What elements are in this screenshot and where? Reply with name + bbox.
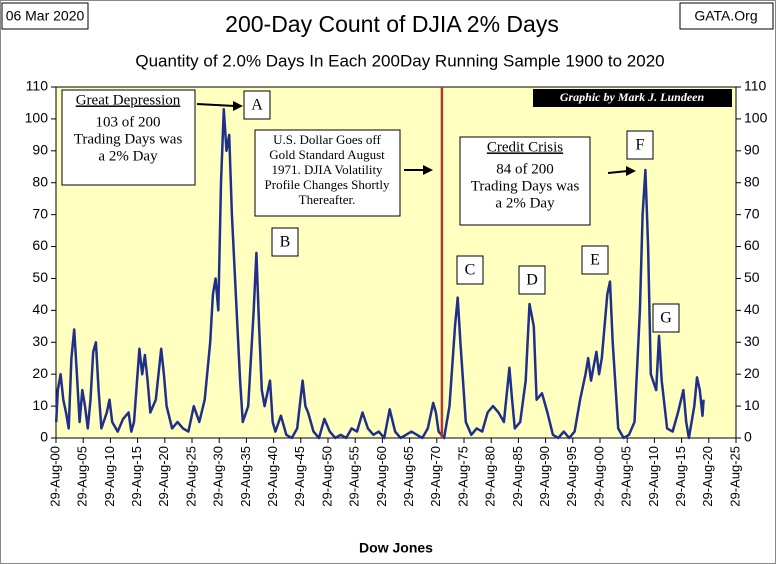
arrow-head bbox=[233, 101, 243, 111]
x-tick-label: 29-Aug-05 bbox=[75, 446, 90, 507]
chart-title: 200-Day Count of DJIA 2% Days bbox=[225, 11, 559, 37]
x-tick-label: 29-Aug-55 bbox=[347, 446, 362, 507]
x-tick-label: 29-Aug-20 bbox=[700, 446, 715, 507]
x-tick-label: 29-Aug-00 bbox=[591, 446, 606, 507]
chart-subtitle: Quantity of 2.0% Days In Each 200Day Run… bbox=[135, 51, 664, 70]
date-label: 06 Mar 2020 bbox=[6, 8, 85, 24]
annotation-line: Gold Standard August bbox=[269, 147, 385, 162]
date-box bbox=[1, 2, 89, 30]
x-tick-label: 29-Aug-60 bbox=[374, 446, 389, 507]
source-label: GATA.Org bbox=[694, 8, 757, 24]
letter-box bbox=[581, 245, 609, 275]
x-tick-label: 29-Aug-15 bbox=[673, 446, 688, 507]
letter-label: C bbox=[465, 262, 476, 279]
x-tick-label: 29-Aug-10 bbox=[102, 446, 117, 507]
annotation-line: 84 of 200 bbox=[496, 161, 554, 177]
annotation-box bbox=[254, 129, 401, 217]
x-tick-label: 29-Aug-25 bbox=[183, 446, 198, 507]
x-tick-label: 29-Aug-25 bbox=[727, 446, 742, 507]
letter-label: B bbox=[280, 234, 291, 251]
x-tick-label: 29-Aug-95 bbox=[564, 446, 579, 507]
x-tick-label: 29-Aug-00 bbox=[47, 446, 62, 507]
y2-tick-label: 0 bbox=[744, 429, 752, 445]
credit-label: Graphic by Mark J. Lundeen bbox=[560, 90, 705, 104]
source-box bbox=[679, 2, 774, 30]
annotation-line: Trading Days was bbox=[74, 131, 183, 147]
y2-tick-label: 110 bbox=[744, 78, 767, 94]
y-tick-label: 90 bbox=[32, 142, 48, 158]
y2-tick-label: 30 bbox=[744, 333, 760, 349]
arrow-shaft bbox=[607, 170, 629, 174]
y-tick-label: 40 bbox=[32, 301, 48, 317]
x-tick-label: 29-Aug-80 bbox=[483, 446, 498, 507]
x-tick-label: 29-Aug-10 bbox=[646, 446, 661, 507]
annotation-title: Credit Crisis bbox=[487, 139, 563, 155]
letter-box bbox=[652, 303, 680, 333]
series-line bbox=[54, 108, 705, 440]
y-tick-label: 80 bbox=[32, 173, 48, 189]
y-tick-label: 50 bbox=[32, 269, 48, 285]
x-tick-label: 29-Aug-65 bbox=[401, 446, 416, 507]
y2-tick-label: 10 bbox=[744, 397, 760, 413]
letter-label: G bbox=[660, 310, 672, 327]
x-axis-label: Dow Jones bbox=[359, 540, 433, 556]
annotation-line: Thereafter. bbox=[299, 192, 356, 207]
y-tick-label: 100 bbox=[25, 110, 49, 126]
x-tick-label: 29-Aug-90 bbox=[537, 446, 552, 507]
x-tick-label: 29-Aug-15 bbox=[129, 446, 144, 507]
credit-box bbox=[533, 89, 732, 107]
annotation-title: Great Depression bbox=[76, 92, 181, 108]
annotation-line: 1971. DJIA Volatility bbox=[271, 162, 383, 177]
arrow-head bbox=[423, 165, 433, 175]
annotation-line: U.S. Dollar Goes off bbox=[273, 132, 381, 147]
y2-tick-label: 70 bbox=[744, 205, 760, 221]
annotation-line: 103 of 200 bbox=[96, 114, 161, 130]
y2-tick-label: 40 bbox=[744, 301, 760, 317]
annotation-box bbox=[61, 89, 196, 186]
y-tick-label: 0 bbox=[40, 429, 48, 445]
letter-box bbox=[243, 90, 271, 120]
letter-label: E bbox=[590, 252, 600, 269]
y2-tick-label: 60 bbox=[744, 237, 760, 253]
y2-tick-label: 20 bbox=[744, 365, 760, 381]
letter-label: F bbox=[636, 137, 645, 154]
arrow-head bbox=[626, 166, 636, 176]
arrow-shaft bbox=[196, 103, 236, 107]
letter-box bbox=[626, 130, 654, 160]
y-tick-label: 60 bbox=[32, 237, 48, 253]
y-tick-label: 30 bbox=[32, 333, 48, 349]
x-tick-label: 29-Aug-20 bbox=[156, 446, 171, 507]
x-tick-label: 29-Aug-30 bbox=[211, 446, 226, 507]
x-tick-label: 29-Aug-35 bbox=[238, 446, 253, 507]
y-tick-label: 10 bbox=[32, 397, 48, 413]
letter-box bbox=[456, 255, 484, 285]
letter-box bbox=[518, 265, 546, 295]
annotation-line: a 2% Day bbox=[98, 148, 158, 164]
y-tick-label: 110 bbox=[26, 78, 49, 94]
x-tick-label: 29-Aug-05 bbox=[619, 446, 634, 507]
annotation-line: Profile Changes Shortly bbox=[265, 177, 390, 192]
y2-tick-label: 50 bbox=[744, 269, 760, 285]
letter-label: A bbox=[251, 97, 263, 114]
x-tick-label: 29-Aug-45 bbox=[292, 446, 307, 507]
letter-label: D bbox=[526, 272, 538, 289]
y2-tick-label: 80 bbox=[744, 173, 760, 189]
x-tick-label: 29-Aug-75 bbox=[455, 446, 470, 507]
annotation-line: Trading Days was bbox=[471, 178, 580, 194]
x-tick-label: 29-Aug-85 bbox=[510, 446, 525, 507]
x-tick-label: 29-Aug-70 bbox=[428, 446, 443, 507]
x-tick-label: 29-Aug-40 bbox=[265, 446, 280, 507]
annotation-box bbox=[459, 136, 591, 226]
x-tick-label: 29-Aug-50 bbox=[319, 446, 334, 507]
y-tick-label: 70 bbox=[32, 205, 48, 221]
annotation-line: a 2% Day bbox=[495, 195, 555, 211]
y2-tick-label: 90 bbox=[744, 142, 760, 158]
y2-tick-label: 100 bbox=[744, 110, 768, 126]
letter-box bbox=[271, 227, 299, 257]
y-tick-label: 20 bbox=[32, 365, 48, 381]
